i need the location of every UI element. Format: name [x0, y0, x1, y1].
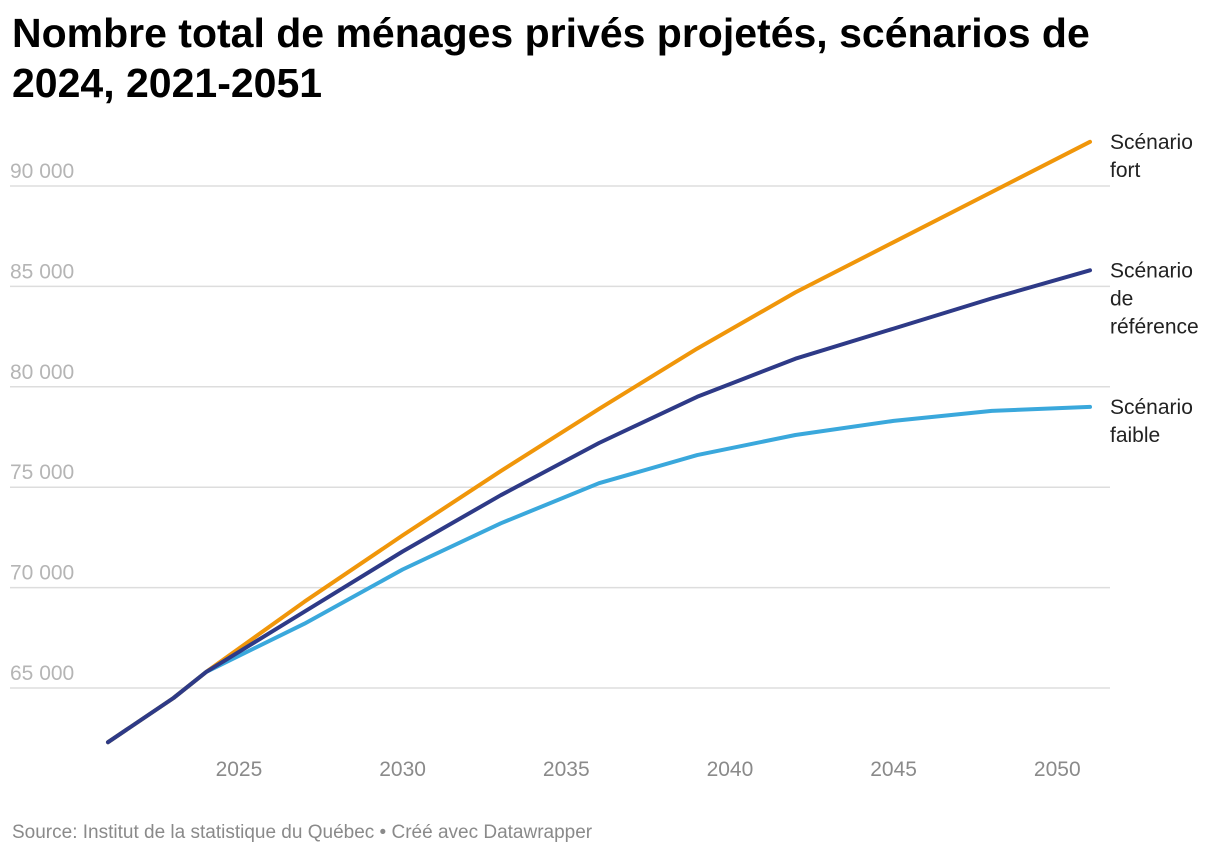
grid-layer: [10, 185, 1110, 689]
series-label-faible: faible: [1110, 424, 1160, 447]
y-tick-label: 80 000: [10, 361, 74, 384]
chart-title: Nombre total de ménages privés projetés,…: [12, 10, 1090, 106]
x-tick-label: 2025: [216, 758, 263, 781]
x-tick-label: 2035: [543, 758, 590, 781]
x-tick-label: 2030: [379, 758, 426, 781]
x-tick-label: 2050: [1034, 758, 1081, 781]
series-label-fort: fort: [1110, 159, 1141, 182]
series-label-reference: Scénario: [1110, 259, 1193, 282]
series-label-fort: Scénario: [1110, 131, 1193, 154]
y-tick-label: 90 000: [10, 160, 74, 183]
y-axis: 65 000 70 000 75 000 80 000 85 000 90 000: [10, 160, 74, 685]
series-labels: Scénario fort Scénario de référence Scénario f…: [1110, 131, 1199, 447]
series-line-faible: [106, 404, 1092, 745]
y-tick-label: 85 000: [10, 260, 74, 283]
y-tick-label: 65 000: [10, 662, 74, 685]
series-label-reference: référence: [1110, 315, 1199, 338]
x-tick-label: 2045: [870, 758, 917, 781]
x-tick-label: 2040: [707, 758, 754, 781]
series-label-reference: de: [1110, 287, 1133, 310]
source-note: Source: Institut de la statistique du Qu…: [12, 822, 593, 843]
series-lines: [106, 139, 1092, 745]
series-line-reference: [106, 268, 1092, 745]
y-tick-label: 75 000: [10, 461, 74, 484]
series-label-faible: Scénario: [1110, 396, 1193, 419]
y-tick-label: 70 000: [10, 562, 74, 585]
x-axis: 2025 2030 2035 2040 2045 2050: [216, 758, 1081, 781]
